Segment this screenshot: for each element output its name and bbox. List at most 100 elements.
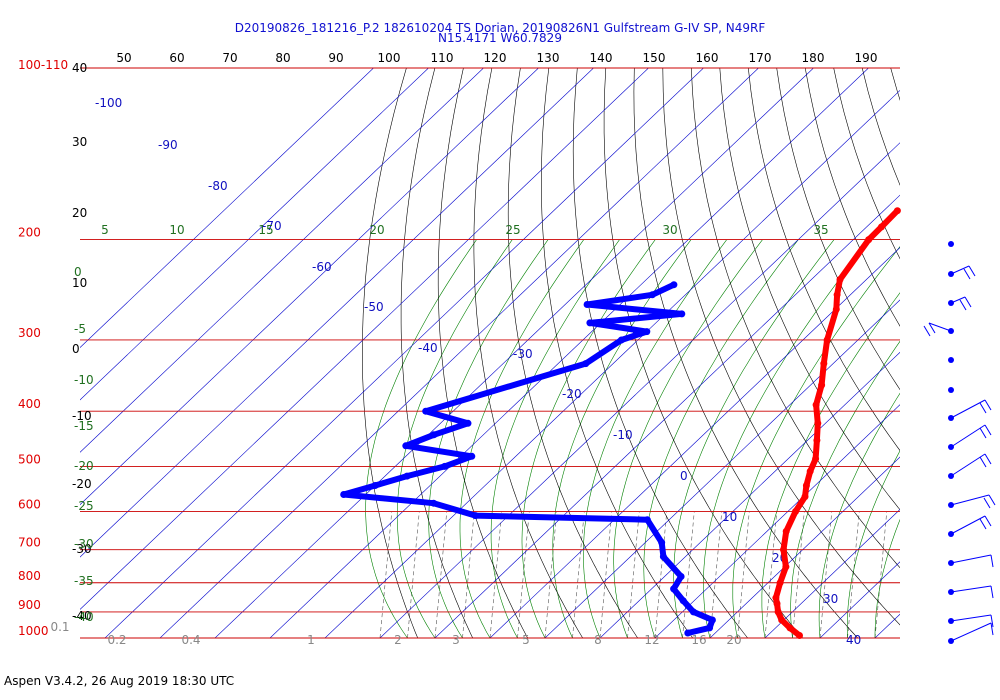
wind-barb-staff bbox=[928, 322, 952, 332]
dry-adiabat-line bbox=[861, 68, 900, 186]
mixing-ratio-line bbox=[764, 511, 778, 638]
dewpoint-point bbox=[430, 499, 438, 507]
dewpoint-point bbox=[643, 328, 651, 336]
mixing-ratio-label: 5 bbox=[522, 633, 530, 647]
isotherm-line bbox=[214, 68, 814, 638]
wind-barb-staff bbox=[950, 515, 986, 535]
isotherm-line bbox=[654, 404, 900, 638]
moist-adiabat-line bbox=[521, 239, 656, 638]
temperature-point bbox=[772, 594, 780, 602]
theta-e-label: 20 bbox=[369, 223, 384, 237]
mixing-ratio-line bbox=[434, 511, 448, 638]
dewpoint-point bbox=[430, 431, 438, 439]
dewpoint-point bbox=[643, 516, 651, 524]
wind-barb-feather bbox=[984, 399, 992, 411]
wind-barb-station bbox=[948, 241, 954, 247]
dewpoint-point bbox=[403, 472, 411, 480]
pressure-tick-label: 900 bbox=[18, 598, 41, 612]
mixing-ratio-line bbox=[599, 511, 613, 638]
moist-adiabats bbox=[365, 239, 900, 638]
moist-adiabat-line bbox=[613, 239, 763, 638]
isotherm-line bbox=[874, 613, 900, 638]
mixing-ratio-line bbox=[379, 511, 393, 638]
top-axis-label: 100 bbox=[378, 51, 401, 65]
temperature-point bbox=[802, 482, 810, 489]
moist-adiabat-line bbox=[365, 239, 477, 638]
dry-adiabat-line bbox=[804, 68, 900, 327]
wind-barb-staff bbox=[950, 585, 992, 593]
isotherm-label: -50 bbox=[364, 300, 384, 314]
dewpoint-point bbox=[706, 624, 714, 632]
moist-adiabat-line bbox=[818, 392, 900, 638]
temperature-point bbox=[782, 563, 790, 571]
wind-barb-feather bbox=[990, 554, 994, 568]
wind-barbs bbox=[923, 241, 996, 644]
theta-e-label: 15 bbox=[258, 223, 273, 237]
dewpoint-point bbox=[617, 336, 625, 344]
left-scale-label: -30 bbox=[72, 542, 92, 556]
dewpoint-point bbox=[422, 407, 430, 415]
temperature-point bbox=[820, 360, 828, 368]
left-scale-label: -10 bbox=[72, 409, 92, 423]
wind-barb-feather bbox=[990, 614, 994, 628]
top-axis-label: 140 bbox=[590, 51, 613, 65]
moist-adiabat-label: -25 bbox=[74, 499, 94, 513]
isotherm-line bbox=[599, 351, 900, 638]
temperature-point bbox=[806, 467, 814, 475]
temperature-point bbox=[801, 493, 809, 501]
dewpoint-point bbox=[402, 442, 410, 450]
wind-barb-feather bbox=[964, 296, 972, 308]
wind-barb-feather bbox=[979, 427, 987, 439]
dewpoint-point bbox=[679, 597, 687, 605]
dewpoint-point bbox=[708, 616, 716, 624]
dry-adiabats bbox=[361, 68, 1000, 650]
isotherm-line bbox=[764, 509, 900, 638]
dry-adiabat-line bbox=[473, 68, 584, 638]
temperature-point bbox=[782, 527, 790, 535]
mixing-ratio-line bbox=[985, 512, 997, 638]
moist-adiabat-label: -35 bbox=[74, 574, 94, 588]
temperature-point bbox=[776, 579, 784, 587]
temperature-point bbox=[814, 419, 822, 427]
mixing-ratio-line bbox=[737, 511, 750, 638]
wind-barb-feather bbox=[984, 453, 992, 465]
wind-barb-staff bbox=[950, 399, 986, 419]
dewpoint-point bbox=[472, 512, 479, 520]
isotherm-label: 10 bbox=[722, 510, 737, 524]
dewpoint-point bbox=[468, 452, 476, 460]
mixing-ratio-line bbox=[874, 511, 888, 638]
mixing-ratio-line bbox=[544, 511, 558, 638]
dewpoint-point bbox=[678, 310, 686, 318]
dry-adiabat-line bbox=[833, 68, 900, 260]
isotherm-line bbox=[324, 89, 900, 638]
top-axis-label: 190 bbox=[855, 51, 878, 65]
temperature-point bbox=[832, 305, 840, 313]
moist-adiabat-label: -15 bbox=[74, 419, 94, 433]
isotherm-label: -30 bbox=[513, 347, 533, 361]
mixing-ratio-line bbox=[517, 511, 530, 638]
dry-adiabat-line bbox=[633, 68, 859, 638]
top-axis-label: 120 bbox=[484, 51, 507, 65]
moist-adiabat-line bbox=[761, 292, 900, 638]
dewpoint-point bbox=[371, 482, 379, 489]
temperature-point bbox=[773, 600, 781, 607]
dewpoint-point bbox=[441, 462, 449, 470]
left-scale-label: 0 bbox=[72, 342, 80, 356]
pressure-tick-label: 500 bbox=[18, 452, 41, 466]
dry-adiabat-line bbox=[919, 68, 1000, 650]
theta-e-label: 10 bbox=[169, 223, 184, 237]
isotherm-line bbox=[379, 142, 900, 638]
wind-barb-feather bbox=[988, 494, 996, 506]
dewpoint-point bbox=[464, 419, 472, 427]
isotherm-line bbox=[489, 247, 900, 638]
dewpoint-trace bbox=[340, 281, 716, 637]
wind-barb-feather bbox=[923, 325, 931, 337]
top-axis-label: 130 bbox=[537, 51, 560, 65]
mixing-ratio-label: 16 bbox=[691, 633, 706, 647]
pressure-tick-label: 200 bbox=[18, 226, 41, 240]
moist-adiabat-label: -10 bbox=[74, 373, 94, 387]
top-axis-label: 90 bbox=[328, 51, 343, 65]
left-scale-label: 40 bbox=[72, 61, 87, 75]
top-axis-label: 170 bbox=[749, 51, 772, 65]
